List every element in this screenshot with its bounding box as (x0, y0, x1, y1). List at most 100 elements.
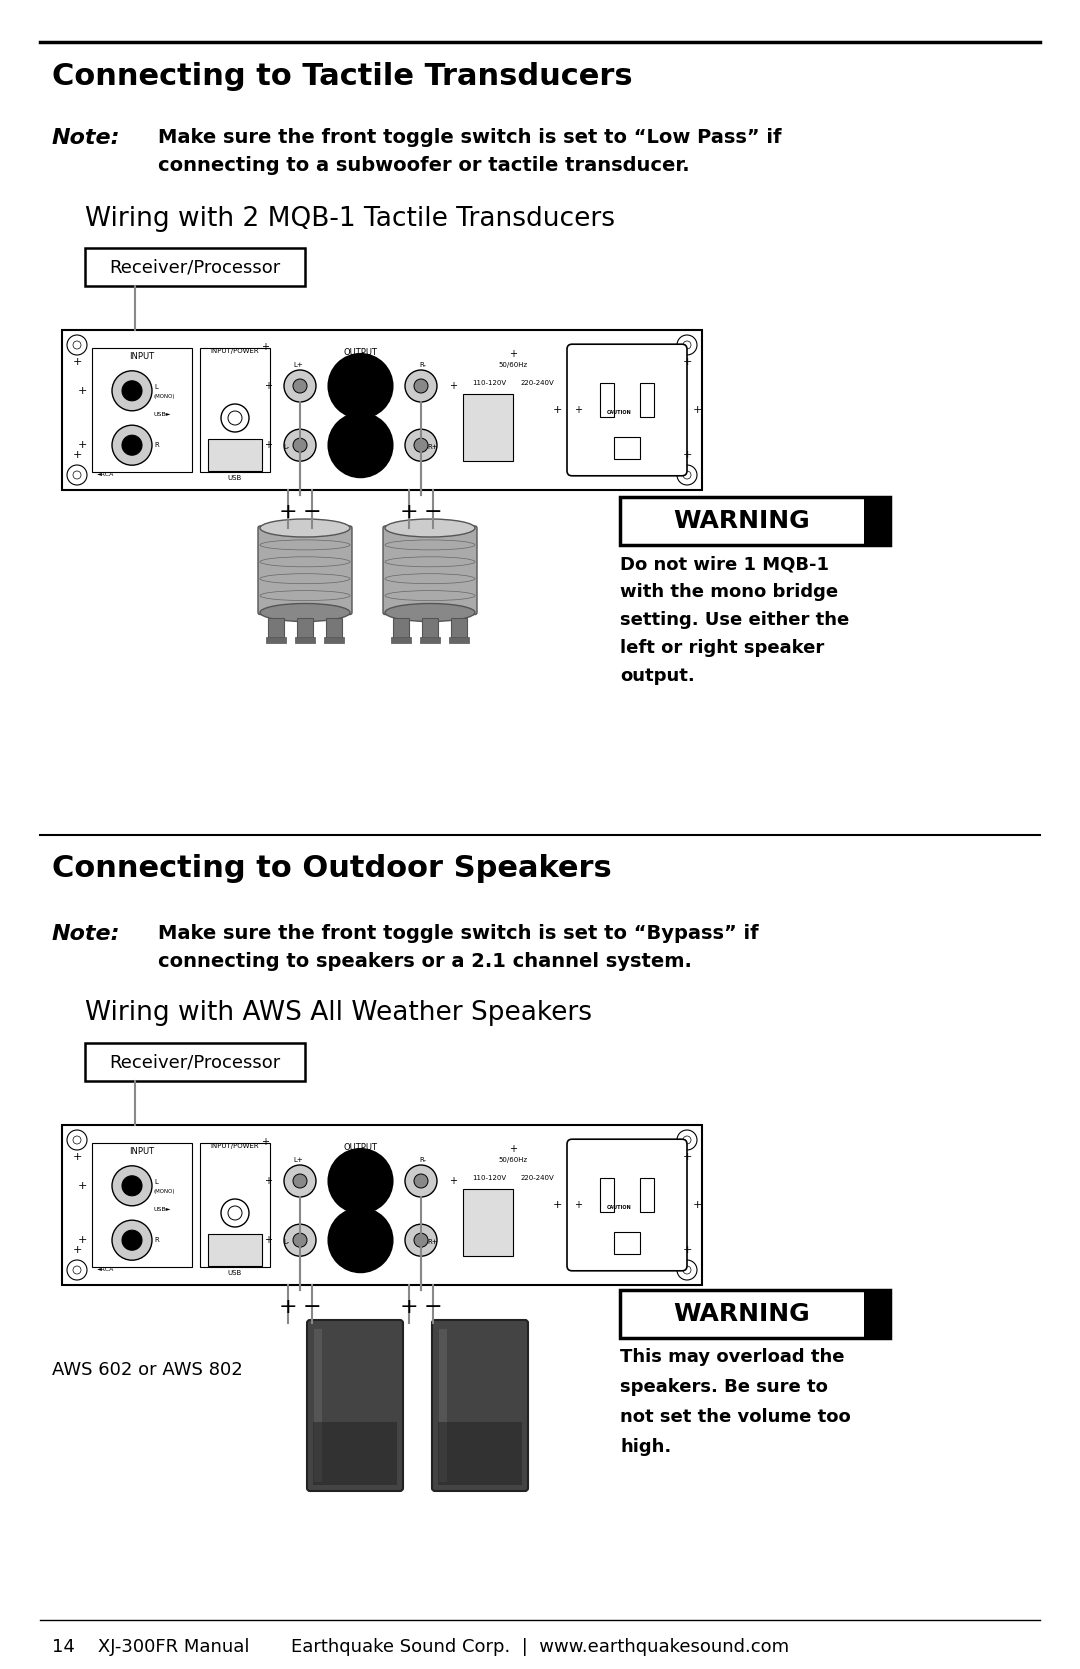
Text: R+: R+ (428, 444, 438, 451)
Text: R-: R- (419, 1157, 427, 1163)
Text: speakers. Be sure to: speakers. Be sure to (620, 1379, 828, 1395)
Text: +: + (264, 1235, 272, 1245)
Text: Receiver/Processor: Receiver/Processor (109, 1053, 281, 1071)
Text: +: + (72, 451, 82, 459)
Circle shape (405, 429, 437, 461)
Text: Note:: Note: (52, 925, 121, 945)
Text: setting. Use either the: setting. Use either the (620, 611, 849, 629)
Bar (600, 384, 615, 417)
Ellipse shape (260, 519, 350, 537)
Text: +: + (552, 1200, 562, 1210)
Bar (85, 249, 305, 285)
Text: +: + (683, 357, 691, 367)
Text: +: + (449, 381, 457, 391)
Circle shape (328, 414, 392, 477)
Text: +: + (78, 441, 86, 451)
Bar (313, 1422, 397, 1485)
Text: INPUT: INPUT (130, 352, 154, 361)
Text: L-: L- (283, 1238, 289, 1245)
Bar (62, 1125, 702, 1285)
Text: MONO: MONO (352, 1153, 369, 1158)
Text: Wiring with AWS All Weather Speakers: Wiring with AWS All Weather Speakers (85, 1000, 592, 1026)
Text: USB►: USB► (154, 1207, 172, 1212)
Text: +: + (573, 406, 582, 416)
Text: +: + (509, 349, 517, 359)
Text: (MONO): (MONO) (154, 394, 175, 399)
Circle shape (293, 1173, 307, 1188)
Circle shape (328, 354, 392, 417)
Text: +: + (573, 1200, 582, 1210)
Circle shape (67, 1260, 87, 1280)
Bar (422, 618, 438, 641)
Text: Note:: Note: (52, 129, 121, 149)
Circle shape (328, 1148, 392, 1213)
Circle shape (73, 1267, 81, 1273)
Circle shape (293, 1233, 307, 1247)
Text: +: + (78, 1180, 86, 1190)
Text: Do not wire 1 MQB-1: Do not wire 1 MQB-1 (620, 556, 829, 572)
Text: L-: L- (283, 444, 289, 451)
Circle shape (683, 1137, 691, 1143)
Text: Make sure the front toggle switch is set to “Bypass” if: Make sure the front toggle switch is set… (158, 925, 758, 943)
Text: not set the volume too: not set the volume too (620, 1409, 851, 1425)
Text: +: + (400, 502, 418, 522)
Circle shape (122, 381, 141, 401)
Bar (463, 394, 513, 461)
Bar (449, 638, 469, 643)
Text: USB: USB (228, 1270, 242, 1275)
Text: Wiring with 2 MQB-1 Tactile Transducers: Wiring with 2 MQB-1 Tactile Transducers (85, 205, 615, 232)
Text: L: L (154, 384, 158, 391)
Circle shape (405, 371, 437, 402)
Circle shape (122, 436, 141, 456)
Circle shape (122, 1175, 141, 1195)
Text: 220-240V: 220-240V (521, 381, 554, 386)
Circle shape (228, 411, 242, 426)
Text: CAUTION: CAUTION (607, 1205, 632, 1210)
Text: CAUTION: CAUTION (607, 411, 632, 416)
Circle shape (414, 439, 428, 452)
Circle shape (414, 1233, 428, 1247)
Text: −: − (302, 1297, 322, 1317)
Circle shape (677, 1130, 697, 1150)
FancyBboxPatch shape (567, 344, 687, 476)
Ellipse shape (384, 604, 475, 621)
Text: ◄RCA: ◄RCA (97, 1267, 114, 1272)
Bar (314, 1329, 322, 1482)
Text: +: + (683, 1245, 691, 1255)
Text: This may overload the: This may overload the (620, 1349, 845, 1365)
Circle shape (221, 1198, 249, 1227)
Text: AWS 602 or AWS 802: AWS 602 or AWS 802 (52, 1360, 243, 1379)
Circle shape (112, 1220, 152, 1260)
Bar (600, 1178, 615, 1212)
Circle shape (228, 1207, 242, 1220)
Circle shape (405, 1223, 437, 1257)
Bar (639, 1178, 653, 1212)
Bar (62, 330, 702, 491)
Circle shape (112, 371, 152, 411)
Text: OUTPUT: OUTPUT (343, 1143, 378, 1152)
Text: MONO: MONO (352, 357, 369, 362)
Circle shape (328, 1208, 392, 1272)
Text: +: + (449, 1177, 457, 1187)
Bar (663, 1213, 681, 1258)
Bar (208, 439, 262, 471)
Text: R: R (154, 442, 159, 449)
Bar (420, 638, 440, 643)
Text: +: + (552, 406, 562, 416)
Bar (326, 618, 341, 641)
Text: 14    XJ-300FR Manual: 14 XJ-300FR Manual (52, 1637, 249, 1656)
Text: high.: high. (620, 1439, 672, 1455)
Circle shape (73, 340, 81, 349)
Circle shape (414, 1173, 428, 1188)
Circle shape (284, 371, 316, 402)
Text: OUTPUT: OUTPUT (343, 349, 378, 357)
Text: +: + (279, 502, 297, 522)
Bar (268, 618, 284, 641)
FancyBboxPatch shape (383, 526, 477, 614)
Text: +: + (400, 1297, 418, 1317)
Circle shape (677, 466, 697, 486)
Circle shape (67, 466, 87, 486)
Text: +: + (683, 1152, 691, 1162)
Text: L: L (154, 1178, 158, 1185)
Text: L+: L+ (293, 1157, 302, 1163)
